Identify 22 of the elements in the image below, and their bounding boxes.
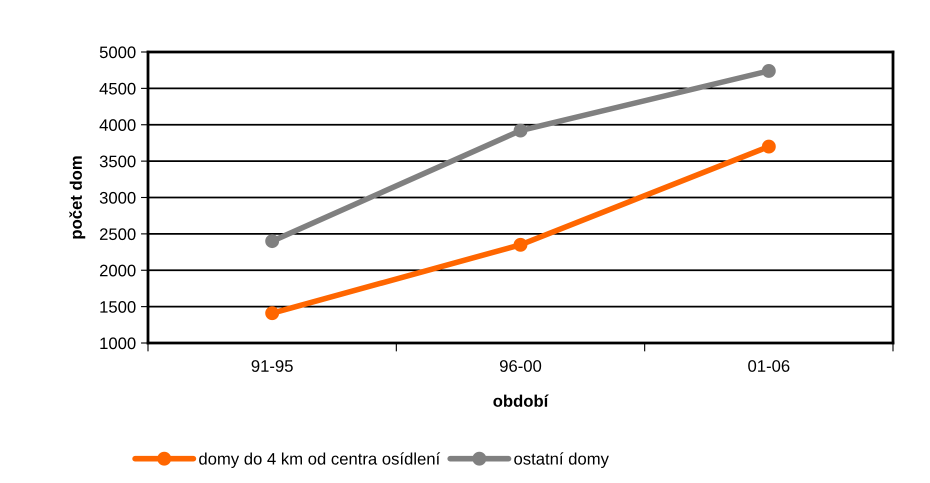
point bbox=[762, 64, 776, 78]
x-tick-label: 91-95 bbox=[252, 360, 293, 372]
y-tick-label: 3500 bbox=[100, 156, 136, 168]
y-axis-title: počet dom bbox=[69, 156, 86, 239]
y-tick-label: 5000 bbox=[100, 46, 136, 58]
y-tick-label: 2000 bbox=[100, 264, 136, 276]
point bbox=[514, 124, 528, 138]
y-tick-label: 1000 bbox=[100, 337, 136, 350]
y-tick-label: 2500 bbox=[100, 228, 136, 240]
point bbox=[265, 234, 280, 248]
point bbox=[265, 306, 280, 320]
y-tick-label: 4500 bbox=[100, 82, 136, 95]
x-tick-label: 01-06 bbox=[748, 360, 790, 372]
point bbox=[514, 238, 528, 252]
x-axis-title: období bbox=[493, 394, 549, 407]
y-tick-label: 3000 bbox=[100, 192, 136, 204]
legend-label: ostatní domy bbox=[514, 452, 609, 468]
y-tick-label: 4000 bbox=[100, 119, 136, 131]
y-tick-label: 1500 bbox=[100, 301, 136, 313]
point bbox=[762, 140, 776, 154]
legend-label: domy do 4 km od centra osídlení bbox=[199, 452, 440, 468]
x-tick-label: 96-00 bbox=[500, 360, 542, 372]
